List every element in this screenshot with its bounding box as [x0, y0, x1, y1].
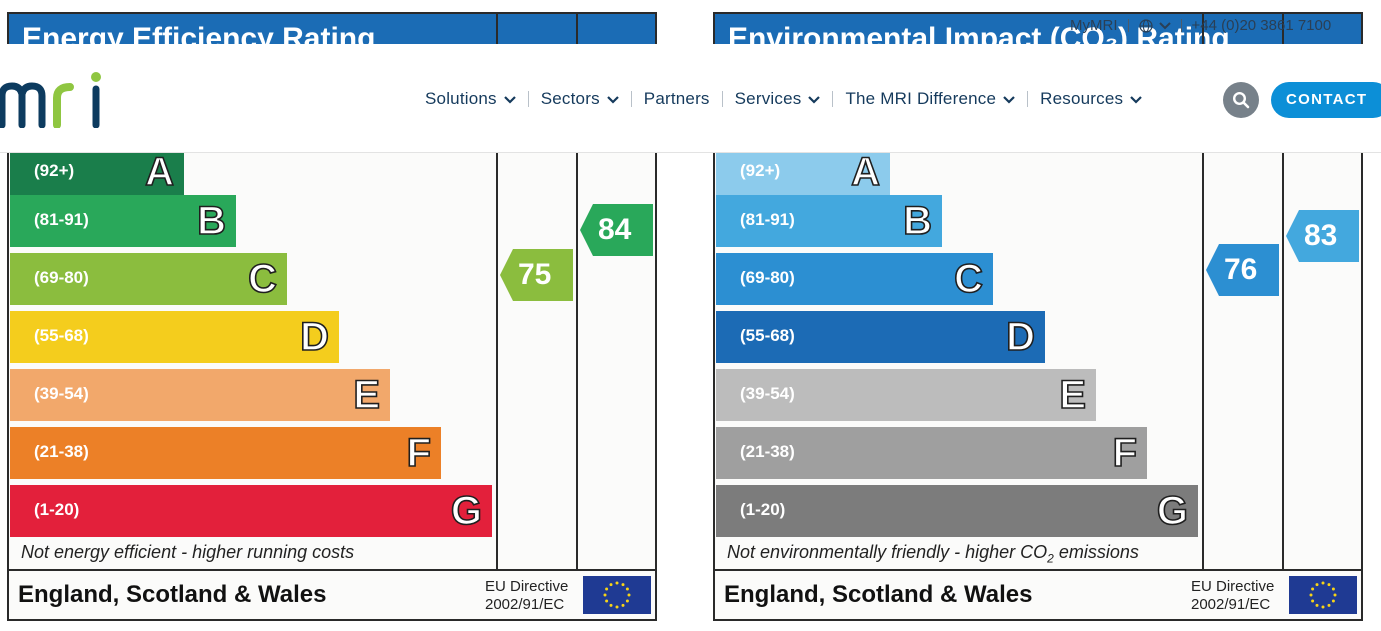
- language-selector[interactable]: [1138, 18, 1171, 33]
- band-range: (21-38): [740, 442, 795, 461]
- energy-band-b: (81-91) B: [10, 195, 236, 247]
- energy-band-g: (1-20) G: [10, 485, 492, 537]
- site-header: Solutions Sectors Partners Services The …: [0, 44, 1381, 153]
- band-letter: B: [902, 198, 932, 244]
- nav-mri-difference[interactable]: The MRI Difference: [845, 89, 1015, 109]
- band-range: (39-54): [740, 384, 795, 403]
- environment-band-f: (21-38) F: [716, 427, 1147, 479]
- environment-band-d: (55-68) D: [716, 311, 1045, 363]
- footer-divider: [9, 569, 655, 571]
- band-letter: F: [1112, 430, 1138, 476]
- nav-resources[interactable]: Resources: [1040, 89, 1142, 109]
- band-letter: D: [1005, 314, 1035, 360]
- environment-band-a: (92+) A: [716, 146, 890, 198]
- environment-band-c: (69-80) C: [716, 253, 993, 305]
- current-column-divider: [496, 14, 498, 569]
- chevron-down-icon: [607, 96, 619, 104]
- environment-eu-directive: EU Directive 2002/91/EC: [1191, 578, 1275, 613]
- energy-potential-rating: 84: [580, 204, 653, 256]
- nav-divider: [1027, 91, 1029, 107]
- band-range: (55-68): [740, 326, 795, 345]
- eu-flag-icon: [1289, 576, 1357, 614]
- contact-button[interactable]: CONTACT: [1271, 82, 1381, 118]
- band-letter: C: [953, 256, 983, 302]
- band-range: (1-20): [34, 500, 80, 519]
- chevron-down-icon: [503, 96, 516, 104]
- footer-divider: [715, 569, 1361, 571]
- energy-band-d: (55-68) D: [10, 311, 339, 363]
- band-letter: A: [850, 149, 880, 195]
- band-letter: F: [406, 430, 432, 476]
- search-icon: [1232, 91, 1250, 109]
- chevron-down-icon: [1158, 21, 1171, 29]
- environment-current-rating: 76: [1206, 244, 1279, 296]
- main-navigation: Solutions Sectors Partners Services The …: [425, 89, 1142, 109]
- energy-band-c: (69-80) C: [10, 253, 287, 305]
- search-button[interactable]: [1223, 82, 1259, 118]
- band-letter: E: [353, 372, 381, 418]
- band-range: (81-91): [34, 210, 89, 229]
- utility-bar: MyMRI +44 (0)20 3861 7100: [1070, 17, 1331, 34]
- band-letter: C: [247, 256, 277, 302]
- energy-footer-country: England, Scotland & Wales: [18, 581, 327, 608]
- energy-eu-directive: EU Directive 2002/91/EC: [485, 578, 569, 613]
- nav-divider: [721, 91, 723, 107]
- band-range: (69-80): [740, 268, 795, 287]
- nav-divider: [527, 91, 529, 107]
- eu-flag-icon: [583, 576, 651, 614]
- environment-footnote: Not environmentally friendly - higher CO…: [727, 542, 1139, 566]
- environment-potential-rating: 83: [1286, 210, 1359, 262]
- band-letter: A: [144, 149, 174, 195]
- utility-divider: [1127, 19, 1129, 32]
- environment-band-e: (39-54) E: [716, 369, 1096, 421]
- band-letter: D: [299, 314, 329, 360]
- energy-band-e: (39-54) E: [10, 369, 390, 421]
- environment-band-g: (1-20) G: [716, 485, 1198, 537]
- energy-band-a: (92+) A: [10, 146, 184, 198]
- energy-footnote: Not energy efficient - higher running co…: [21, 542, 355, 562]
- phone-number[interactable]: +44 (0)20 3861 7100: [1191, 17, 1332, 34]
- nav-sectors[interactable]: Sectors: [541, 89, 619, 109]
- band-range: (1-20): [740, 500, 786, 519]
- band-range: (92+): [740, 161, 781, 180]
- band-range: (39-54): [34, 384, 89, 403]
- nav-divider: [630, 91, 632, 107]
- energy-current-rating: 75: [500, 249, 573, 301]
- chevron-down-icon: [808, 96, 821, 104]
- band-range: (69-80): [34, 268, 89, 287]
- potential-column-divider: [1282, 14, 1284, 569]
- nav-partners[interactable]: Partners: [643, 89, 710, 108]
- chevron-down-icon: [1130, 96, 1142, 104]
- environment-footer-country: England, Scotland & Wales: [724, 581, 1033, 608]
- potential-column-divider: [576, 14, 578, 569]
- band-range: (92+): [34, 161, 75, 180]
- chevron-down-icon: [1003, 96, 1015, 104]
- environment-band-b: (81-91) B: [716, 195, 942, 247]
- band-letter: G: [1156, 488, 1189, 534]
- nav-services[interactable]: Services: [735, 89, 821, 109]
- energy-band-f: (21-38) F: [10, 427, 441, 479]
- mri-logo[interactable]: [0, 72, 105, 133]
- nav-divider: [832, 91, 834, 107]
- globe-icon: [1138, 18, 1153, 33]
- band-letter: G: [450, 488, 483, 534]
- current-column-divider: [1202, 14, 1204, 569]
- nav-solutions[interactable]: Solutions: [425, 89, 516, 109]
- band-letter: E: [1059, 372, 1087, 418]
- band-range: (81-91): [740, 210, 795, 229]
- mymri-link[interactable]: MyMRI: [1070, 17, 1118, 34]
- band-range: (55-68): [34, 326, 89, 345]
- band-range: (21-38): [34, 442, 89, 461]
- utility-divider: [1180, 19, 1182, 32]
- band-letter: B: [196, 198, 226, 244]
